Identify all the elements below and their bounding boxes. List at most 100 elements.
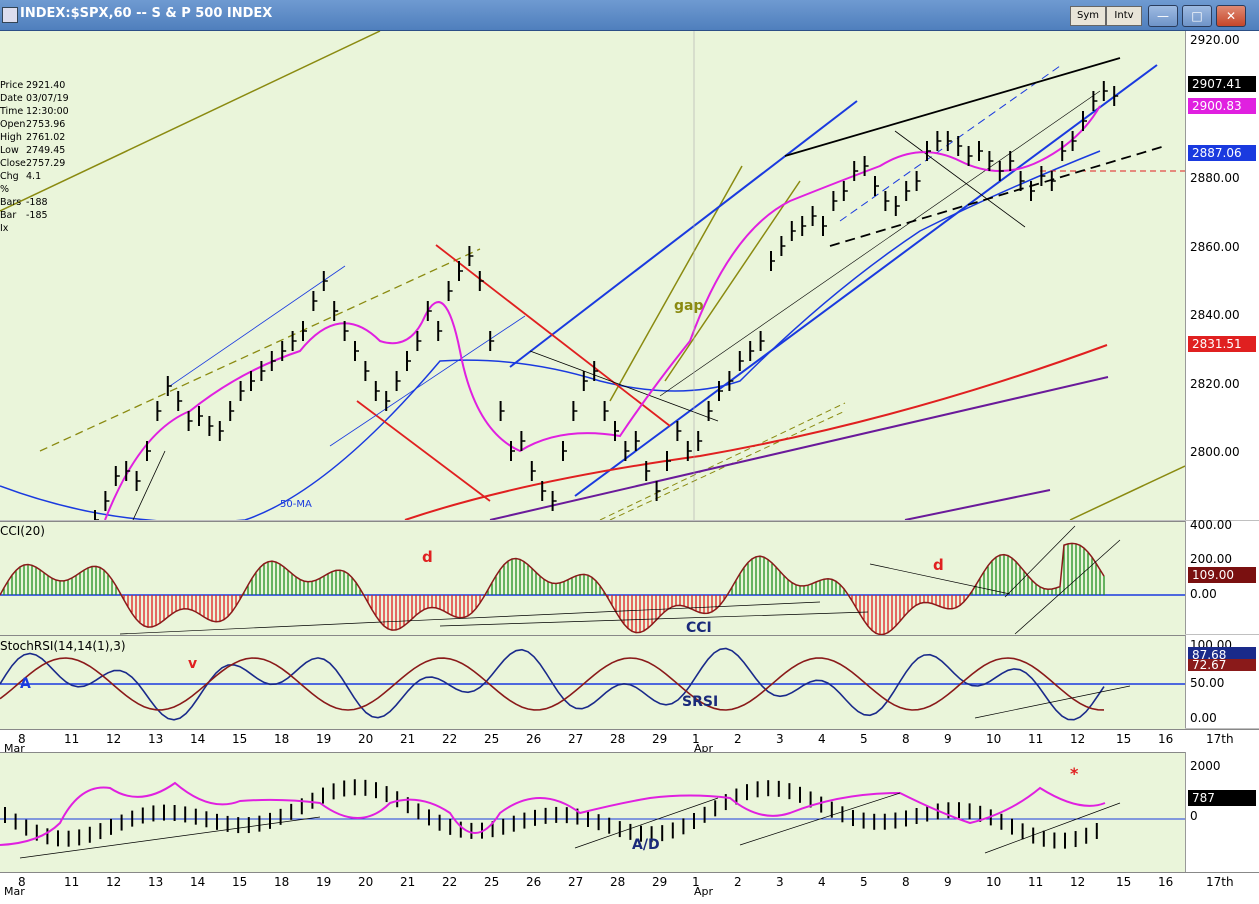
info-row: Open 2753.96 xyxy=(0,118,70,131)
x-tick-day: 2 xyxy=(734,732,742,746)
close-icon[interactable]: ✕ xyxy=(1216,5,1246,27)
info-value: -185 xyxy=(26,210,48,221)
info-label: Price xyxy=(0,80,24,91)
srsi-marker-v: v xyxy=(188,656,197,672)
info-value: 2921.40 xyxy=(26,80,66,91)
info-label: Chg % xyxy=(0,171,19,195)
axis-tick: 0.00 xyxy=(1190,587,1217,601)
cci-panel[interactable]: d d CCI(20) CCI xyxy=(0,521,1185,636)
axis-tick: 2820.00 xyxy=(1190,377,1240,391)
srsi-marker-a: A xyxy=(20,676,31,692)
price-panel[interactable]: gap 50-MA Price 2921.40 Date 03/07/19 Time 12… xyxy=(0,30,1186,530)
axis-tick: 50.00 xyxy=(1190,676,1225,690)
x-tick-day: 21 xyxy=(400,875,416,889)
cci-value-tag: 109.00 xyxy=(1188,567,1256,583)
x-tick-day: 12 xyxy=(1070,732,1086,746)
x-tick-day: 10 xyxy=(986,875,1002,889)
x-tick-day: 4 xyxy=(818,732,826,746)
info-row: Bar Ix -185 xyxy=(0,209,70,235)
x-tick-day: 18 xyxy=(274,732,290,746)
srsi-axis: 100.00 50.00 0.00 87.68 72.67 xyxy=(1185,635,1259,728)
x-tick-day: 8 xyxy=(902,732,910,746)
x-tick-day: 14 xyxy=(190,875,206,889)
info-label: Close xyxy=(0,158,26,169)
x-tick-day: 21 xyxy=(400,732,416,746)
x-tick-day: 11 xyxy=(64,732,80,746)
x-tick-day: 10 xyxy=(986,732,1002,746)
x-tick-day: 12 xyxy=(1070,875,1086,889)
window-title: INDEX:$SPX,60 -- S & P 500 INDEX xyxy=(20,6,273,21)
axis-tick: 0.00 xyxy=(1190,711,1217,725)
x-axis-top: 8 11 12 13 14 15 18 19 20 21 22 25 26 27 28 29 1 2 3 4 5 8 9 10… xyxy=(0,729,1259,755)
x-tick-day: 16 xyxy=(1158,732,1174,746)
x-tick-month: Mar xyxy=(4,885,25,898)
intv-button[interactable]: Intv xyxy=(1106,6,1142,26)
cci-marker-d1: d xyxy=(422,548,433,566)
info-row: High 2761.02 xyxy=(0,131,70,144)
x-tick-day: 16 xyxy=(1158,875,1174,889)
sym-button[interactable]: Sym xyxy=(1070,6,1106,26)
axis-tick: 2920.00 xyxy=(1190,33,1240,47)
x-tick-day: 25 xyxy=(484,875,500,889)
x-tick-month: Apr xyxy=(694,742,714,755)
x-tick-day: 4 xyxy=(818,875,826,889)
x-tick-day: 28 xyxy=(610,732,626,746)
x-axis-bottom: 8 11 12 13 14 15 18 19 20 21 22 25 26 27 28 29 1 2 3 4 5 8 9 10… xyxy=(0,872,1259,904)
info-box: Price 2921.40 Date 03/07/19 Time 12:30:00 Open… xyxy=(0,79,70,235)
minimize-icon[interactable]: — xyxy=(1148,5,1178,27)
red-value-tag: 2831.51 xyxy=(1188,336,1256,352)
axis-tick: 2880.00 xyxy=(1190,171,1240,185)
x-tick-day: 22 xyxy=(442,732,458,746)
x-tick-day: 11 xyxy=(1028,732,1044,746)
info-value: 03/07/19 xyxy=(26,93,69,104)
x-tick-month: Mar xyxy=(4,742,25,755)
x-tick-day: 15 xyxy=(232,875,248,889)
cci-chart: d d xyxy=(0,525,1185,636)
x-tick-day: 15 xyxy=(232,732,248,746)
cci-title: CCI(20) xyxy=(0,524,45,538)
ad-panel[interactable]: * A/D xyxy=(0,752,1185,878)
axis-tick: 2000 xyxy=(1190,759,1221,773)
x-tick-day: 3 xyxy=(776,732,784,746)
x-tick-day: 13 xyxy=(148,875,164,889)
srsi-panel[interactable]: v A StochRSI(14,14(1),3) SRSI xyxy=(0,635,1185,729)
info-label: Low xyxy=(0,145,19,156)
x-tick-day: 25 xyxy=(484,732,500,746)
axis-tick: 0 xyxy=(1190,809,1198,823)
x-tick-day: 12 xyxy=(106,875,122,889)
ad-value-tag: 787 xyxy=(1188,790,1256,806)
info-value: 12:30:00 xyxy=(26,106,69,117)
x-tick-day: 5 xyxy=(860,732,868,746)
x-tick-day: 15 xyxy=(1116,875,1132,889)
x-tick-day: 14 xyxy=(190,732,206,746)
info-row: Price 2921.40 xyxy=(0,79,70,92)
info-row: Close 2757.29 xyxy=(0,157,70,170)
maximize-icon[interactable]: □ xyxy=(1182,5,1212,27)
info-label: Date xyxy=(0,93,23,104)
x-tick-day: 8 xyxy=(18,732,26,746)
x-tick-day: 27 xyxy=(568,732,584,746)
info-row: Chg % 4.1 xyxy=(0,170,70,196)
axis-tick: 400.00 xyxy=(1190,518,1232,532)
x-tick-day: 12 xyxy=(106,732,122,746)
x-tick-day: 20 xyxy=(358,732,374,746)
x-tick-day: 9 xyxy=(944,732,952,746)
info-label: Bars xyxy=(0,197,22,208)
price-axis: 2920.00 2880.00 2860.00 2840.00 2820.00 … xyxy=(1185,31,1259,520)
ma-value-tag: 2900.83 xyxy=(1188,98,1256,114)
srsi-label: SRSI xyxy=(682,694,719,710)
x-tick-day: 17th xyxy=(1206,875,1234,889)
info-value: -188 xyxy=(26,197,48,208)
x-tick-day: 18 xyxy=(274,875,290,889)
info-value: 2761.02 xyxy=(26,132,66,143)
x-tick-day: 11 xyxy=(1028,875,1044,889)
info-value: 2749.45 xyxy=(26,145,66,156)
info-value: 2757.29 xyxy=(26,158,66,169)
price-chart: gap 50-MA xyxy=(0,30,1186,530)
info-label: Time xyxy=(0,106,24,117)
x-tick-day: 27 xyxy=(568,875,584,889)
axis-tick: 200.00 xyxy=(1190,552,1232,566)
x-tick-day: 5 xyxy=(860,875,868,889)
x-tick-day: 13 xyxy=(148,732,164,746)
info-row: Low 2749.45 xyxy=(0,144,70,157)
